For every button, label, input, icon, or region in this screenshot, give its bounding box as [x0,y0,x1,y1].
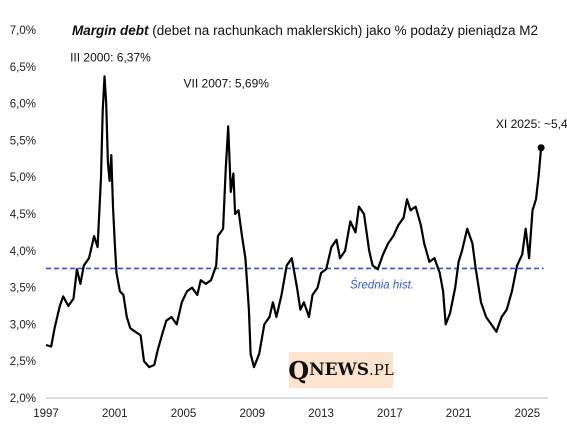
annotations: III 2000: 6,37% VII 2007: 5,69% XI 2025: ~… [70,50,567,130]
annotation-label: XI 2025: ~5,4% [496,117,567,131]
average-line-label: Średnia hist. [350,278,414,291]
y-tick-label: 3,0% [10,319,36,331]
y-tick-label: 6,5% [10,62,36,74]
annotation-label: VII 2007: 5,69% [184,76,270,90]
y-tick-label: 7,0% [10,25,36,37]
y-tick-label: 5,5% [10,135,36,147]
annotation-label: III 2000: 6,37% [70,50,151,64]
x-tick-label: 2017 [377,408,403,420]
x-tick-label: 2013 [308,408,334,420]
x-tick-label: 2021 [446,408,472,420]
logo-pl: .PL [368,361,394,379]
y-tick-label: 6,0% [10,99,36,111]
x-tick-label: 2005 [171,408,197,420]
y-tick-label: 5,0% [10,172,36,184]
x-tick-label: 1997 [33,408,59,420]
series-line [45,75,543,369]
chart-title: Margin debt (debet na rachunkach maklers… [72,23,538,38]
logo-news: NEWS [309,360,369,380]
x-tick-label: 2009 [240,408,266,420]
y-tick-label: 2,0% [10,393,36,405]
chart-title-emphasis: Margin debt [72,23,149,38]
chart-title-rest: (debet na rachunkach maklerskich) jako %… [149,23,538,38]
y-tick-label: 4,5% [10,209,36,221]
y-tick-label: 3,5% [10,283,36,295]
x-axis-ticks: 1997 2001 2005 2009 2013 2017 2021 2025 [33,408,540,420]
y-tick-label: 4,0% [10,246,36,258]
qnews-logo: Q NEWS .PL [288,352,394,388]
logo-q: Q [288,355,310,385]
y-tick-label: 2,5% [10,356,36,368]
average-line-group: Średnia hist. [46,267,544,291]
x-tick-label: 2001 [102,408,128,420]
series-group [45,75,545,369]
latest-point-marker [537,144,545,152]
y-axis-ticks: 2,0% 2,5% 3,0% 3,5% 4,0% 4,5% 5,0% 5,5% 6,0% 6,5%… [10,25,36,405]
x-tick-label: 2025 [515,408,541,420]
